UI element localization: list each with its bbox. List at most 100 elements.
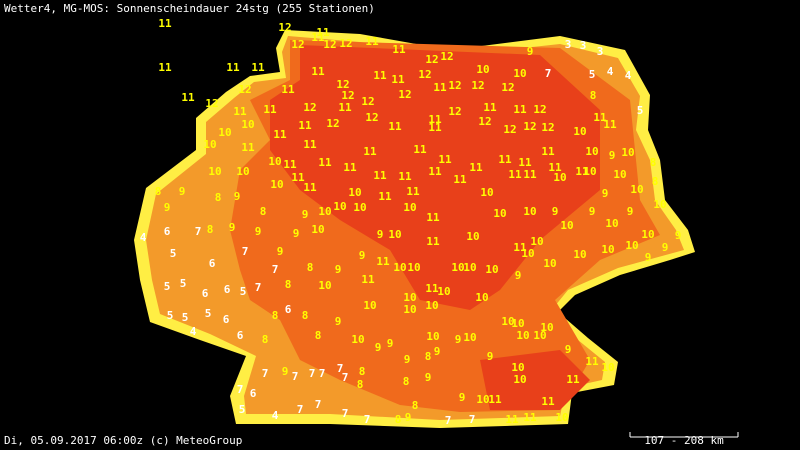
station-value: 9 bbox=[627, 205, 634, 218]
station-value: 12 bbox=[323, 38, 336, 51]
station-value: 11 bbox=[498, 153, 512, 166]
station-value: 7 bbox=[262, 367, 269, 380]
station-value: 11 bbox=[428, 165, 442, 178]
station-value: 10 bbox=[641, 228, 654, 241]
station-value: 10 bbox=[388, 228, 401, 241]
station-value: 11 bbox=[575, 165, 589, 178]
station-value: 12 bbox=[448, 105, 461, 118]
station-value: 10 bbox=[601, 243, 614, 256]
station-value: 9 bbox=[527, 45, 534, 58]
station-value: 12 bbox=[326, 117, 339, 130]
station-value: 8 bbox=[403, 375, 410, 388]
station-value: 10 bbox=[393, 261, 406, 274]
station-value: 9 bbox=[277, 245, 284, 258]
station-value: 11 bbox=[303, 181, 317, 194]
station-value: 12 bbox=[238, 83, 251, 96]
station-value: 9 bbox=[387, 337, 394, 350]
station-value: 11 bbox=[513, 103, 527, 116]
station-value: 9 bbox=[565, 343, 572, 356]
station-value: 10 bbox=[605, 217, 618, 230]
station-value: 11 bbox=[593, 111, 607, 124]
station-value: 7 bbox=[469, 413, 476, 426]
station-value: 9 bbox=[234, 190, 241, 203]
station-value: 8 bbox=[155, 185, 162, 198]
station-value: 10 bbox=[353, 201, 366, 214]
station-value: 11 bbox=[428, 113, 442, 126]
station-value: 12 bbox=[303, 101, 316, 114]
station-value: 10 bbox=[543, 257, 556, 270]
station-value: 9 bbox=[282, 365, 289, 378]
station-value: 11 bbox=[391, 73, 405, 86]
station-value: 11 bbox=[541, 395, 555, 408]
station-value: 9 bbox=[377, 228, 384, 241]
station-value: 3 bbox=[597, 45, 604, 58]
station-value: 9 bbox=[487, 350, 494, 363]
station-value: 11 bbox=[406, 185, 420, 198]
station-value: 4 bbox=[607, 65, 614, 78]
station-value: 10 bbox=[270, 178, 283, 191]
station-value: 10 bbox=[363, 299, 376, 312]
station-value: 5 bbox=[637, 104, 644, 117]
station-value: 10 bbox=[533, 329, 546, 342]
station-value: 11 bbox=[281, 83, 295, 96]
station-value: 12 bbox=[541, 121, 554, 134]
title: Wetter4, MG-MOS: Sonnenscheindauer 24stg… bbox=[4, 2, 375, 15]
station-value: 12 bbox=[523, 120, 536, 133]
station-value: 5 bbox=[164, 280, 171, 293]
station-value: 11 bbox=[273, 128, 287, 141]
station-value: 4 bbox=[190, 325, 197, 338]
station-value: 10 bbox=[466, 230, 479, 243]
station-value: 9 bbox=[179, 185, 186, 198]
station-value: 9 bbox=[255, 225, 262, 238]
station-value: 5 bbox=[239, 403, 246, 416]
station-value: 7 bbox=[364, 413, 371, 426]
station-value: 8 bbox=[315, 329, 322, 342]
station-value: 11 bbox=[398, 170, 412, 183]
station-value: 11 bbox=[343, 161, 357, 174]
station-value: 8 bbox=[302, 309, 309, 322]
station-value: 10 bbox=[501, 315, 514, 328]
station-value: 11 bbox=[388, 120, 402, 133]
station-value: 11 bbox=[566, 373, 580, 386]
station-value: 10 bbox=[613, 168, 626, 181]
station-value: 10 bbox=[426, 330, 439, 343]
station-value: 10 bbox=[208, 165, 221, 178]
station-value: 6 bbox=[250, 387, 257, 400]
station-value: 7 bbox=[195, 225, 202, 238]
station-value: 11 bbox=[433, 81, 447, 94]
station-value: 7 bbox=[242, 245, 249, 258]
station-value: 11 bbox=[426, 211, 440, 224]
station-value: 11 bbox=[233, 105, 247, 118]
station-value: 12 bbox=[425, 53, 438, 66]
station-value: 9 bbox=[459, 391, 466, 404]
station-value: 9 bbox=[302, 208, 309, 221]
station-value: 10 bbox=[463, 331, 476, 344]
station-value: 11 bbox=[316, 26, 330, 39]
station-value: 9 bbox=[675, 229, 682, 242]
station-value: 4 bbox=[625, 69, 632, 82]
station-value: 11 bbox=[425, 282, 439, 295]
station-value: 5 bbox=[182, 311, 189, 324]
station-value: 11 bbox=[298, 119, 312, 132]
station-value: 10 bbox=[437, 285, 450, 298]
station-value: 8 bbox=[412, 399, 419, 412]
red-zone-south bbox=[480, 350, 590, 410]
station-value: 9 bbox=[293, 227, 300, 240]
station-value: 5 bbox=[589, 68, 596, 81]
station-value: 10 bbox=[241, 118, 254, 131]
station-value: 10 bbox=[403, 291, 416, 304]
station-value: 8 bbox=[590, 89, 597, 102]
station-value: 11 bbox=[263, 103, 277, 116]
station-value: 11 bbox=[251, 61, 265, 74]
station-value: 10 bbox=[333, 200, 346, 213]
station-value: 10 bbox=[511, 317, 524, 330]
station-value: 10 bbox=[585, 145, 598, 158]
station-value: 10 bbox=[311, 223, 324, 236]
station-value: 11 bbox=[241, 141, 255, 154]
station-value: 7 bbox=[342, 407, 349, 420]
station-value: 6 bbox=[224, 283, 231, 296]
station-value: 11 bbox=[523, 168, 537, 181]
station-value: 10 bbox=[516, 329, 529, 342]
station-value: 4 bbox=[140, 231, 147, 244]
station-value: 8 bbox=[357, 378, 364, 391]
